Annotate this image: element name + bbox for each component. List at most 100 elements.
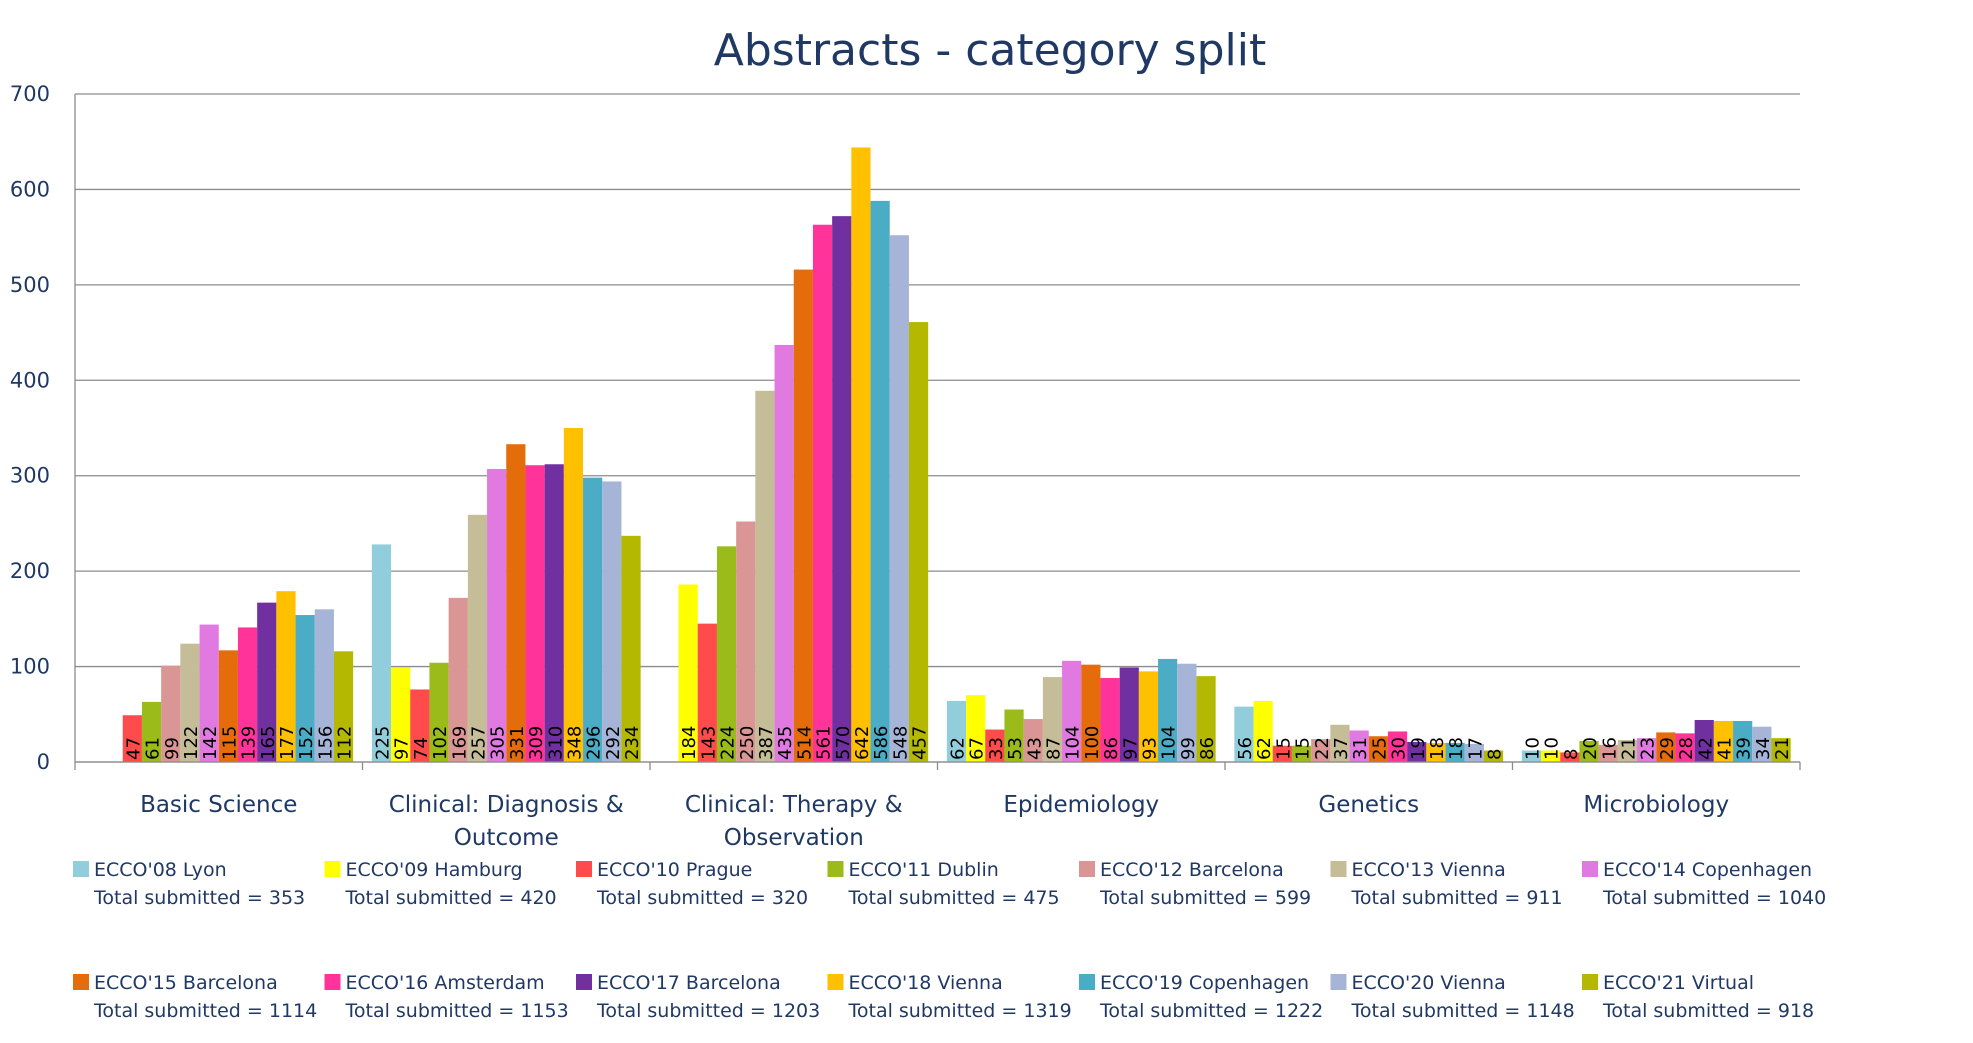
bar: [506, 444, 526, 762]
legend-item: ECCO'13 Vienna Total submitted = 911: [1330, 859, 1563, 909]
data-label: 22: [1312, 737, 1333, 760]
data-label: 561: [814, 726, 835, 760]
bar: [1330, 724, 1350, 762]
bar: [1234, 706, 1254, 762]
bar: [1752, 726, 1772, 762]
data-label: 62: [947, 737, 968, 760]
bar: [1656, 732, 1676, 762]
data-label: 165: [258, 726, 279, 760]
legend-swatch: [1330, 861, 1347, 877]
legend-item: ECCO'20 Vienna Total submitted = 1148: [1330, 972, 1575, 1022]
bar: [889, 235, 909, 763]
x-tick-label: Epidemiology: [1003, 792, 1159, 818]
data-label: 29: [1657, 737, 1678, 760]
data-label: 435: [775, 726, 796, 760]
bar: [832, 216, 852, 763]
bar: [985, 729, 1005, 762]
data-label: 39: [1734, 737, 1755, 760]
bar: [1023, 719, 1043, 762]
data-label: 99: [162, 737, 183, 760]
bar: [467, 514, 488, 762]
legend-item: ECCO'08 Lyon Total submitted = 353: [73, 859, 305, 909]
bar: [1579, 741, 1599, 762]
legend-item: ECCO'12 Barcelona Total submitted = 599: [1079, 859, 1311, 909]
data-label: 234: [622, 726, 643, 760]
data-label: 28: [1676, 737, 1697, 760]
bar: [1311, 739, 1331, 762]
data-label: 102: [430, 726, 451, 760]
data-label: 41: [1714, 737, 1735, 760]
data-label: 21: [1618, 737, 1639, 760]
y-tick-label: 0: [37, 750, 50, 774]
bar: [1407, 741, 1427, 762]
legend-label: ECCO'10 Prague: [597, 859, 752, 881]
bar: [410, 689, 430, 762]
legend-item: ECCO'11 Dublin Total submitted = 475: [827, 859, 1060, 909]
bar: [1387, 731, 1408, 762]
bar: [1637, 738, 1657, 762]
legend-item: ECCO'09 Hamburg Total submitted = 420: [324, 859, 557, 909]
data-label: 310: [545, 726, 566, 760]
bar: [314, 609, 334, 762]
data-label: 93: [1139, 737, 1160, 760]
data-label: 184: [679, 726, 700, 760]
bar: [697, 623, 717, 762]
bar: [141, 701, 162, 762]
data-label: 292: [603, 726, 624, 760]
bar: [1004, 709, 1024, 762]
data-label: 18: [1427, 737, 1448, 760]
legend-swatch: [1079, 861, 1095, 877]
legend-swatch: [1582, 861, 1598, 877]
data-label: 17: [1465, 737, 1486, 760]
legend-label: ECCO'19 Copenhagen: [1100, 972, 1309, 994]
x-axis: Basic Science Clinical: Diagnosis & Outcom…: [74, 761, 1801, 851]
legend-label: ECCO'21 Virtual: [1603, 972, 1754, 994]
legend-total: Total submitted = 1319: [848, 1000, 1072, 1022]
legend-label: ECCO'18 Vienna: [849, 972, 1003, 994]
y-tick-label: 500: [10, 273, 50, 297]
data-label: 169: [449, 726, 470, 760]
legend-swatch: [1079, 974, 1095, 990]
data-label: 62: [1254, 737, 1275, 760]
bar: [908, 322, 929, 762]
bar: [429, 662, 449, 762]
legend-total: Total submitted = 1153: [345, 1000, 569, 1022]
bar: [1253, 700, 1273, 762]
bar: [774, 344, 794, 762]
legend-total: Total submitted = 1203: [596, 1000, 820, 1022]
data-label: 514: [794, 726, 815, 760]
data-label: 87: [1043, 737, 1064, 760]
y-axis: 0 100 200 300 400 500 600 700: [10, 82, 76, 774]
data-label: 112: [335, 726, 356, 760]
bar: [1521, 750, 1542, 762]
bar: [122, 715, 142, 762]
bar: [371, 544, 392, 762]
data-label: 115: [219, 726, 240, 760]
bar: [851, 147, 871, 762]
bar: [1694, 720, 1714, 762]
bar: [218, 650, 238, 762]
legend-swatch: [576, 974, 592, 990]
data-label: 43: [1024, 737, 1045, 760]
legend-label: ECCO'12 Barcelona: [1100, 859, 1284, 881]
bar: [525, 465, 545, 762]
data-label: 86: [1197, 737, 1218, 760]
legend-label: ECCO'11 Dublin: [849, 859, 999, 881]
data-label: 586: [871, 726, 892, 760]
legend-total: Total submitted = 1148: [1351, 1000, 1575, 1022]
data-label: 305: [488, 726, 509, 760]
data-label: 33: [986, 737, 1007, 760]
legend-item: ECCO'19 Copenhagen Total submitted = 1222: [1079, 972, 1323, 1022]
bar: [448, 597, 468, 762]
bar: [1119, 667, 1139, 762]
bar: [602, 481, 622, 762]
data-label: 15: [1293, 737, 1314, 760]
y-tick-label: 100: [10, 655, 50, 679]
data-label: 53: [1005, 737, 1026, 760]
bar: [1196, 676, 1216, 762]
data-label: 21: [1772, 737, 1793, 760]
bar: [1100, 678, 1120, 762]
legend-swatch: [324, 974, 341, 990]
legend-total: Total submitted = 1114: [93, 1000, 317, 1022]
